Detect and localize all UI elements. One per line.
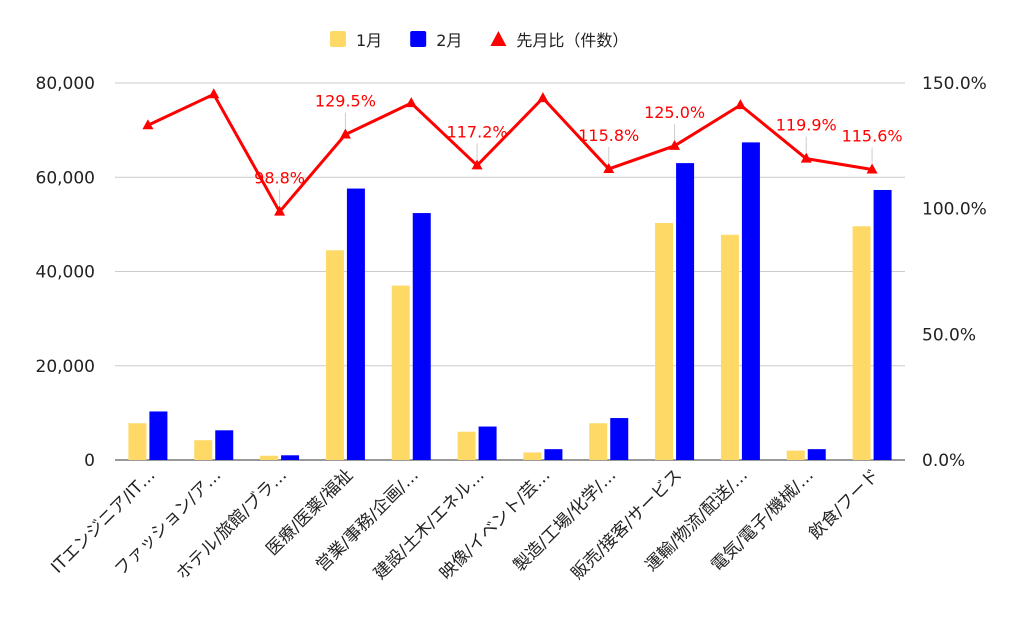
- bar: [852, 226, 871, 460]
- y-left-tick-label: 60,000: [36, 168, 95, 188]
- bar: [610, 418, 629, 460]
- bar: [281, 455, 300, 460]
- data-label: 98.8%: [254, 169, 305, 188]
- bar: [412, 213, 431, 460]
- category-labels: ITエンジニア/IT…ファッション/ア…ホテル/旅館/ブラ…医療/医薬/福祉営業…: [47, 465, 883, 584]
- bar: [741, 142, 760, 460]
- bar: [215, 430, 234, 460]
- bar: [786, 450, 805, 460]
- legend-swatch: [330, 31, 346, 47]
- right-axis: 0.0% 50.0% 100.0% 150.0%: [922, 74, 987, 471]
- y-left-tick-label: 0: [84, 451, 95, 471]
- left-axis: 0 20,000 40,000 60,000 80,000: [36, 74, 95, 471]
- legend-label: 1月: [356, 31, 382, 50]
- bar: [523, 452, 542, 460]
- y-right-tick-label: 150.0%: [922, 74, 987, 94]
- bar: [807, 449, 826, 460]
- line-point: [142, 119, 154, 130]
- bar: [676, 163, 695, 461]
- y-right-tick-label: 100.0%: [922, 200, 987, 220]
- bar: [655, 222, 674, 460]
- line-point: [734, 99, 746, 110]
- line-point: [405, 97, 417, 108]
- bar: [544, 449, 563, 460]
- bar: [194, 440, 213, 460]
- data-label: 115.6%: [842, 126, 903, 145]
- ratio-line: [142, 88, 878, 216]
- bar: [128, 423, 147, 460]
- bar: [478, 426, 497, 460]
- bar: [391, 285, 410, 460]
- line-point: [208, 88, 220, 99]
- legend-label: 2月: [436, 31, 462, 50]
- y-right-tick-label: 50.0%: [922, 325, 976, 345]
- ratio-line-path: [147, 92, 873, 214]
- y-left-tick-label: 20,000: [36, 357, 95, 377]
- line-point: [339, 128, 351, 139]
- data-label: 117.2%: [447, 122, 508, 141]
- gridlines: [115, 82, 905, 461]
- line-point: [274, 205, 286, 216]
- bar: [260, 455, 279, 460]
- y-left-tick-label: 80,000: [36, 74, 95, 94]
- bar: [325, 250, 344, 460]
- y-right-tick-label: 0.0%: [922, 451, 965, 471]
- data-label: 115.8%: [578, 126, 639, 145]
- data-label: 125.0%: [644, 103, 705, 122]
- category-label: 建設/土木/エネル…: [370, 465, 488, 583]
- legend-marker: [490, 31, 507, 46]
- bar: [873, 189, 892, 460]
- bar: [589, 423, 608, 460]
- bar: [457, 431, 476, 460]
- category-label: 販売/接客/サービス: [568, 465, 686, 583]
- line-point: [866, 163, 878, 174]
- line-point: [800, 152, 812, 163]
- line-point: [471, 159, 483, 170]
- category-label: 飲食/フード: [805, 465, 883, 543]
- bars: [128, 142, 892, 461]
- legend-label: 先月比（件数）: [516, 31, 628, 50]
- data-labels: 98.8% 129.5% 117.2% 115.8% 125.0% 119.9% 115.6…: [254, 92, 903, 206]
- category-label: ホテル/旅館/ブラ…: [172, 465, 291, 584]
- bar: [149, 411, 168, 460]
- data-label: 129.5%: [315, 92, 376, 111]
- y-left-tick-label: 40,000: [36, 263, 95, 283]
- line-point: [669, 139, 681, 150]
- legend: 1月 2月 先月比（件数）: [330, 31, 628, 50]
- category-label: 映像/イベント/芸…: [436, 465, 554, 583]
- legend-swatch: [410, 31, 427, 47]
- bar: [346, 188, 365, 460]
- data-label: 119.9%: [776, 116, 837, 135]
- bar: [720, 234, 739, 460]
- line-point: [603, 162, 615, 173]
- line-point: [537, 92, 549, 103]
